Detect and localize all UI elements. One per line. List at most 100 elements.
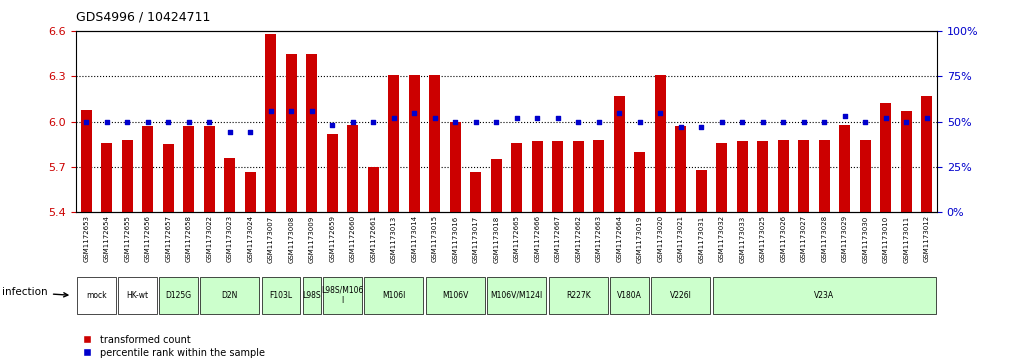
Text: GSM1172658: GSM1172658 [185,215,191,262]
Text: GSM1173021: GSM1173021 [678,215,684,262]
Bar [716,143,727,212]
FancyBboxPatch shape [425,277,485,314]
Text: GSM1173014: GSM1173014 [411,215,417,262]
FancyBboxPatch shape [364,277,423,314]
Text: GSM1172660: GSM1172660 [349,215,356,262]
Bar [163,144,174,212]
Bar [490,159,501,212]
Text: GSM1172653: GSM1172653 [83,215,89,262]
Bar [470,172,481,212]
Bar [798,140,809,212]
Text: D125G: D125G [165,291,191,300]
Bar [183,126,194,212]
Point [877,115,893,121]
Point [284,108,300,114]
Bar [224,158,235,212]
FancyBboxPatch shape [712,277,936,314]
FancyBboxPatch shape [77,277,115,314]
Text: GSM1173018: GSM1173018 [493,215,499,262]
Bar [532,141,543,212]
Point [386,115,402,121]
Text: GSM1173020: GSM1173020 [657,215,664,262]
FancyBboxPatch shape [610,277,649,314]
Point [202,119,218,125]
Text: F103L: F103L [269,291,293,300]
Bar [552,141,563,212]
Bar [819,140,830,212]
Text: GSM1173022: GSM1173022 [207,215,213,262]
Point [447,119,463,125]
Point [529,115,545,121]
Bar [450,122,461,212]
Point [673,124,689,130]
Text: GSM1172659: GSM1172659 [329,215,335,262]
Legend: transformed count, percentile rank within the sample: transformed count, percentile rank withi… [81,335,265,358]
Bar [757,141,769,212]
Bar [430,75,441,212]
Text: GSM1173032: GSM1173032 [719,215,724,262]
Text: GSM1173024: GSM1173024 [247,215,253,262]
Bar [696,170,707,212]
Bar [634,152,645,212]
Text: GSM1173009: GSM1173009 [309,215,315,262]
Text: V180A: V180A [617,291,642,300]
Text: GSM1173023: GSM1173023 [227,215,233,262]
Text: GSM1173028: GSM1173028 [822,215,828,262]
Text: GSM1173013: GSM1173013 [391,215,397,262]
Point [919,115,935,121]
Point [365,119,381,125]
Text: GSM1173027: GSM1173027 [800,215,806,262]
Point [816,119,833,125]
Bar [81,110,92,212]
Text: GSM1172663: GSM1172663 [596,215,602,262]
FancyBboxPatch shape [303,277,321,314]
Text: GSM1172667: GSM1172667 [555,215,561,262]
Point [693,124,709,130]
Bar [860,140,871,212]
Text: GSM1173010: GSM1173010 [882,215,888,262]
Bar [347,125,359,212]
Text: GSM1173031: GSM1173031 [698,215,704,262]
Point [262,108,279,114]
Bar [614,96,625,212]
Point [775,119,791,125]
FancyBboxPatch shape [323,277,362,314]
Bar [286,53,297,212]
Bar [408,75,419,212]
Text: mock: mock [86,291,106,300]
Text: GSM1173025: GSM1173025 [760,215,766,262]
Text: GDS4996 / 10424711: GDS4996 / 10424711 [76,11,211,24]
Point [140,119,156,125]
Bar [654,75,666,212]
Text: GSM1173016: GSM1173016 [452,215,458,262]
Text: GSM1172661: GSM1172661 [370,215,376,262]
Text: GSM1173026: GSM1173026 [780,215,786,262]
Point [468,119,484,125]
Bar [736,141,748,212]
Bar [122,140,133,212]
Text: HK-wt: HK-wt [127,291,149,300]
Bar [368,167,379,212]
Bar [921,96,932,212]
FancyBboxPatch shape [487,277,546,314]
Bar [265,34,277,212]
Point [344,119,361,125]
Point [426,115,443,121]
Point [222,130,238,135]
Point [406,110,422,115]
Bar [778,140,789,212]
Point [755,119,771,125]
Text: GSM1173019: GSM1173019 [637,215,643,262]
Bar [142,126,153,212]
Text: GSM1173029: GSM1173029 [842,215,848,262]
Text: L98S/M106
I: L98S/M106 I [321,286,364,305]
Bar [101,143,112,212]
Text: GSM1173007: GSM1173007 [267,215,274,262]
Point [795,119,811,125]
Bar [306,53,317,212]
Text: GSM1172657: GSM1172657 [165,215,171,262]
Bar [572,141,583,212]
Point [98,119,114,125]
Text: GSM1173033: GSM1173033 [739,215,746,262]
Bar [839,125,850,212]
